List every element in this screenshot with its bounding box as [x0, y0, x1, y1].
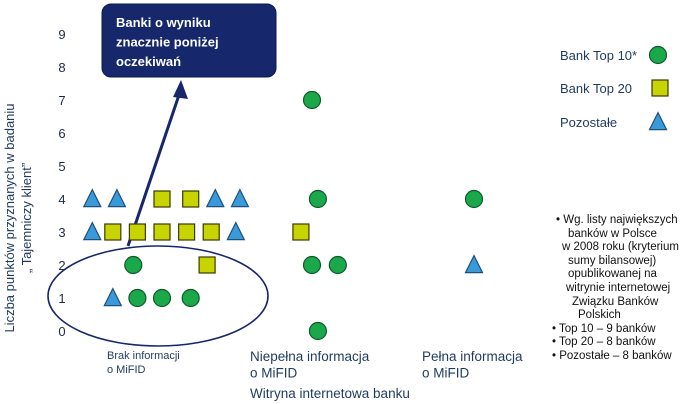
x-categories: Brak informacji o MiFID Niepełna informacj…: [107, 349, 523, 381]
data-point-circle: [302, 255, 322, 275]
note-line: • Wg. listy największych: [556, 214, 678, 226]
x-category-label: o MiFID: [422, 366, 470, 381]
data-point-circle: [128, 288, 147, 308]
y-tick-label: 4: [58, 192, 65, 207]
callout-text: oczekiwań: [116, 54, 181, 69]
note-line: w 2008 roku (kryterium: [562, 241, 679, 254]
data-point-triangle: [226, 221, 246, 241]
data-point-triangle: [103, 287, 123, 307]
x-category-label: o MiFID: [250, 366, 298, 381]
data-point-circle: [308, 321, 328, 341]
data-point-circle: [124, 255, 143, 275]
note-line: Związku Banków: [572, 295, 659, 308]
y-axis-label-line: Liczba punktów przyznanych w badaniu: [2, 103, 17, 332]
x-category-label: Brak informacji: [107, 350, 180, 362]
note-line: sumy bilansowej): [568, 254, 657, 267]
data-point-square: [292, 223, 310, 241]
data-point-triangle: [230, 188, 250, 208]
note-line: witrynie internetowej: [566, 281, 671, 294]
x-category-label: o MiFID: [107, 364, 146, 376]
data-point-triangle: [107, 188, 127, 208]
y-tick-label: 6: [58, 126, 65, 141]
x-category-label: Niepełna informacja: [250, 349, 370, 364]
note-line: banków w Polsce: [568, 227, 657, 240]
note-line: • Top 20 – 8 banków: [552, 336, 656, 349]
data-point-circle: [328, 255, 347, 275]
note-line: • Pozostałe – 8 banków: [552, 349, 672, 362]
data-point-square: [153, 223, 171, 241]
legend-label: Bank Top 20: [560, 81, 632, 96]
data-point-square: [182, 190, 200, 208]
callout-text: znacznie poniżej: [116, 35, 219, 50]
data-point-square: [202, 223, 220, 241]
data-point-circle: [152, 288, 172, 308]
x-category-label: Pełna informacja: [422, 349, 523, 364]
y-tick-label: 8: [58, 60, 65, 75]
callout-box: Banki o wyniku znacznie poniżej oczekiwań: [47, 3, 277, 347]
data-point-triangle: [82, 221, 102, 241]
data-points: [82, 90, 484, 341]
callout-text: Banki o wyniku: [116, 15, 211, 30]
legend: Bank Top 10* Bank Top 20 Pozostałe: [560, 45, 669, 131]
callout-box-bg: [101, 3, 277, 78]
note-line: • Top 10 – 9 banków: [552, 322, 656, 335]
legend-label: Bank Top 10*: [560, 48, 637, 63]
note-line: Polskich: [578, 309, 621, 322]
callout-arrowhead: [173, 80, 188, 99]
y-axis-label: Liczba punktów przyznanych w badaniu „ Ta…: [2, 103, 34, 332]
y-tick-label: 1: [58, 291, 65, 306]
y-tick-label: 9: [58, 27, 65, 42]
highlight-ellipse: [47, 245, 269, 347]
data-point-circle: [181, 288, 200, 308]
data-point-triangle: [464, 254, 484, 274]
y-tick-label: 0: [58, 324, 65, 339]
methodology-note: • Wg. listy największych banków w Polsce w…: [552, 214, 698, 364]
data-point-circle: [302, 90, 322, 110]
data-point-triangle: [82, 188, 102, 208]
y-tick-label: 5: [58, 159, 65, 174]
legend-marker-square: [651, 79, 669, 97]
y-tick-label: 2: [58, 258, 65, 273]
y-axis-label-line: „ Tajemniczy klient”: [19, 163, 34, 273]
legend-marker-triangle: [648, 111, 668, 131]
legend-label: Pozostałe: [560, 115, 617, 130]
legend-marker-circle: [648, 45, 668, 65]
data-point-square: [153, 190, 171, 208]
data-point-circle: [308, 189, 328, 209]
note-line: opublikowanej na: [568, 268, 657, 281]
y-tick-label: 7: [58, 93, 65, 108]
data-point-circle: [464, 189, 484, 209]
x-axis-label: Witryna internetowa banku: [250, 386, 410, 401]
callout-arrow: [126, 91, 182, 247]
data-point-square: [198, 256, 216, 274]
data-point-square: [128, 223, 146, 241]
y-tick-label: 3: [58, 225, 65, 240]
y-axis: 0 1 2 3 4 5 6 7 8 9: [58, 27, 65, 339]
data-point-square: [104, 223, 122, 241]
data-point-triangle: [205, 188, 225, 208]
data-point-square: [178, 223, 196, 241]
